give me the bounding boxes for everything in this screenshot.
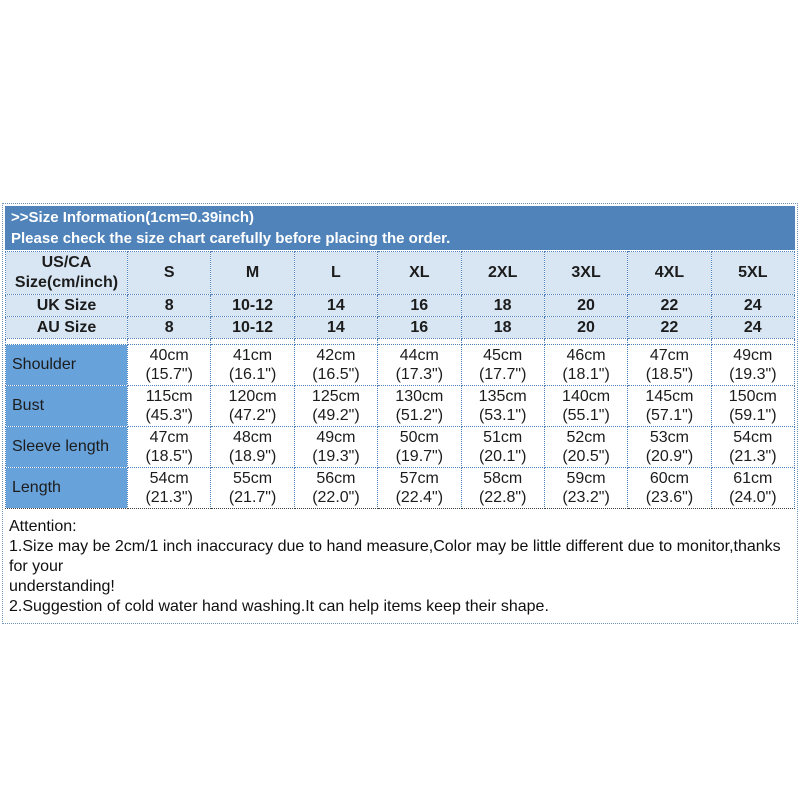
bust-cell: 120cm (47.2"): [210, 385, 295, 427]
uk-size-cell: 18: [460, 294, 545, 317]
length-row: Length 54cm (21.3") 55cm (21.7") 56cm (2…: [5, 467, 796, 509]
size-header-row: US/CA Size(cm/inch) S M L XL 2XL 3XL 4XL…: [5, 251, 796, 295]
size-table: US/CA Size(cm/inch) S M L XL 2XL 3XL 4XL…: [5, 251, 796, 509]
size-header-cell-2xl: 2XL: [460, 251, 545, 295]
length-cell: 56cm (22.0"): [293, 467, 379, 509]
size-chart-box: >>Size Information(1cm=0.39inch) Please …: [2, 203, 798, 624]
banner-subtitle: Please check the size chart carefully be…: [11, 230, 451, 247]
sleeve-length-cell: 53cm (20.9"): [627, 426, 712, 468]
shoulder-cell: 40cm (15.7"): [126, 344, 212, 386]
au-size-cell: 20: [543, 316, 629, 339]
shoulder-cell: 42cm (16.5"): [293, 344, 379, 386]
uk-size-cell: 22: [627, 294, 712, 317]
uk-size-cell: 24: [710, 294, 796, 317]
length-cell: 54cm (21.3"): [126, 467, 212, 509]
uk-size-cell: 16: [377, 294, 462, 317]
size-header-cell-l: L: [293, 251, 379, 295]
sleeve-length-cell: 52cm (20.5"): [543, 426, 629, 468]
bust-cell: 135cm (53.1"): [460, 385, 545, 427]
length-cell: 58cm (22.8"): [460, 467, 545, 509]
sleeve-length-label: Sleeve length: [5, 426, 128, 468]
attention-note: Attention: 1.Size may be 2cm/1 inch inac…: [5, 509, 795, 621]
au-size-cell: 8: [126, 316, 212, 339]
sleeve-length-cell: 47cm (18.5"): [126, 426, 212, 468]
au-size-cell: 14: [293, 316, 379, 339]
length-cell: 55cm (21.7"): [210, 467, 295, 509]
au-size-cell: 10-12: [210, 316, 295, 339]
bust-cell: 140cm (55.1"): [543, 385, 629, 427]
shoulder-cell: 46cm (18.1"): [543, 344, 629, 386]
bust-cell: 115cm (45.3"): [126, 385, 212, 427]
uk-size-cell: 20: [543, 294, 629, 317]
size-header-cell-s: S: [126, 251, 212, 295]
size-header-cell-4xl: 4XL: [627, 251, 712, 295]
sleeve-length-cell: 51cm (20.1"): [460, 426, 545, 468]
sleeve-length-cell: 50cm (19.7"): [377, 426, 462, 468]
size-header-cell-5xl: 5XL: [710, 251, 796, 295]
au-size-cell: 22: [627, 316, 712, 339]
au-size-cell: 16: [377, 316, 462, 339]
uk-size-label: UK Size: [5, 294, 128, 317]
sleeve-length-row: Sleeve length 47cm (18.5") 48cm (18.9") …: [5, 426, 796, 468]
length-cell: 57cm (22.4"): [377, 467, 462, 509]
shoulder-cell: 49cm (19.3"): [710, 344, 796, 386]
uk-size-row: UK Size 8 10-12 14 16 18 20 22 24: [5, 294, 796, 317]
sleeve-length-cell: 54cm (21.3"): [710, 426, 796, 468]
banner-title: >>Size Information(1cm=0.39inch): [11, 209, 254, 226]
bust-cell: 145cm (57.1"): [627, 385, 712, 427]
shoulder-row: Shoulder 40cm (15.7") 41cm (16.1") 42cm …: [5, 344, 796, 386]
attention-heading: Attention:: [9, 518, 77, 535]
sleeve-length-cell: 49cm (19.3"): [293, 426, 379, 468]
attention-line: understanding!: [9, 578, 115, 595]
shoulder-cell: 45cm (17.7"): [460, 344, 545, 386]
bust-label: Bust: [5, 385, 128, 427]
attention-line: 2.Suggestion of cold water hand washing.…: [9, 598, 549, 615]
sleeve-length-cell: 48cm (18.9"): [210, 426, 295, 468]
uk-size-cell: 14: [293, 294, 379, 317]
uk-size-cell: 10-12: [210, 294, 295, 317]
length-cell: 60cm (23.6"): [627, 467, 712, 509]
length-label: Length: [5, 467, 128, 509]
attention-line: 1.Size may be 2cm/1 inch inaccuracy due …: [9, 538, 781, 575]
info-banner: >>Size Information(1cm=0.39inch) Please …: [5, 206, 795, 250]
bust-cell: 130cm (51.2"): [377, 385, 462, 427]
corner-cell: US/CA Size(cm/inch): [5, 251, 128, 295]
length-cell: 59cm (23.2"): [543, 467, 629, 509]
size-header-cell-3xl: 3XL: [543, 251, 629, 295]
bust-cell: 150cm (59.1"): [710, 385, 796, 427]
size-header-cell-m: M: [210, 251, 295, 295]
shoulder-cell: 41cm (16.1"): [210, 344, 295, 386]
au-size-row: AU Size 8 10-12 14 16 18 20 22 24: [5, 316, 796, 339]
shoulder-label: Shoulder: [5, 344, 128, 386]
uk-size-cell: 8: [126, 294, 212, 317]
au-size-cell: 18: [460, 316, 545, 339]
bust-row: Bust 115cm (45.3") 120cm (47.2") 125cm (…: [5, 385, 796, 427]
au-size-label: AU Size: [5, 316, 128, 339]
length-cell: 61cm (24.0"): [710, 467, 796, 509]
au-size-cell: 24: [710, 316, 796, 339]
size-header-cell-xl: XL: [377, 251, 462, 295]
shoulder-cell: 44cm (17.3"): [377, 344, 462, 386]
shoulder-cell: 47cm (18.5"): [627, 344, 712, 386]
bust-cell: 125cm (49.2"): [293, 385, 379, 427]
